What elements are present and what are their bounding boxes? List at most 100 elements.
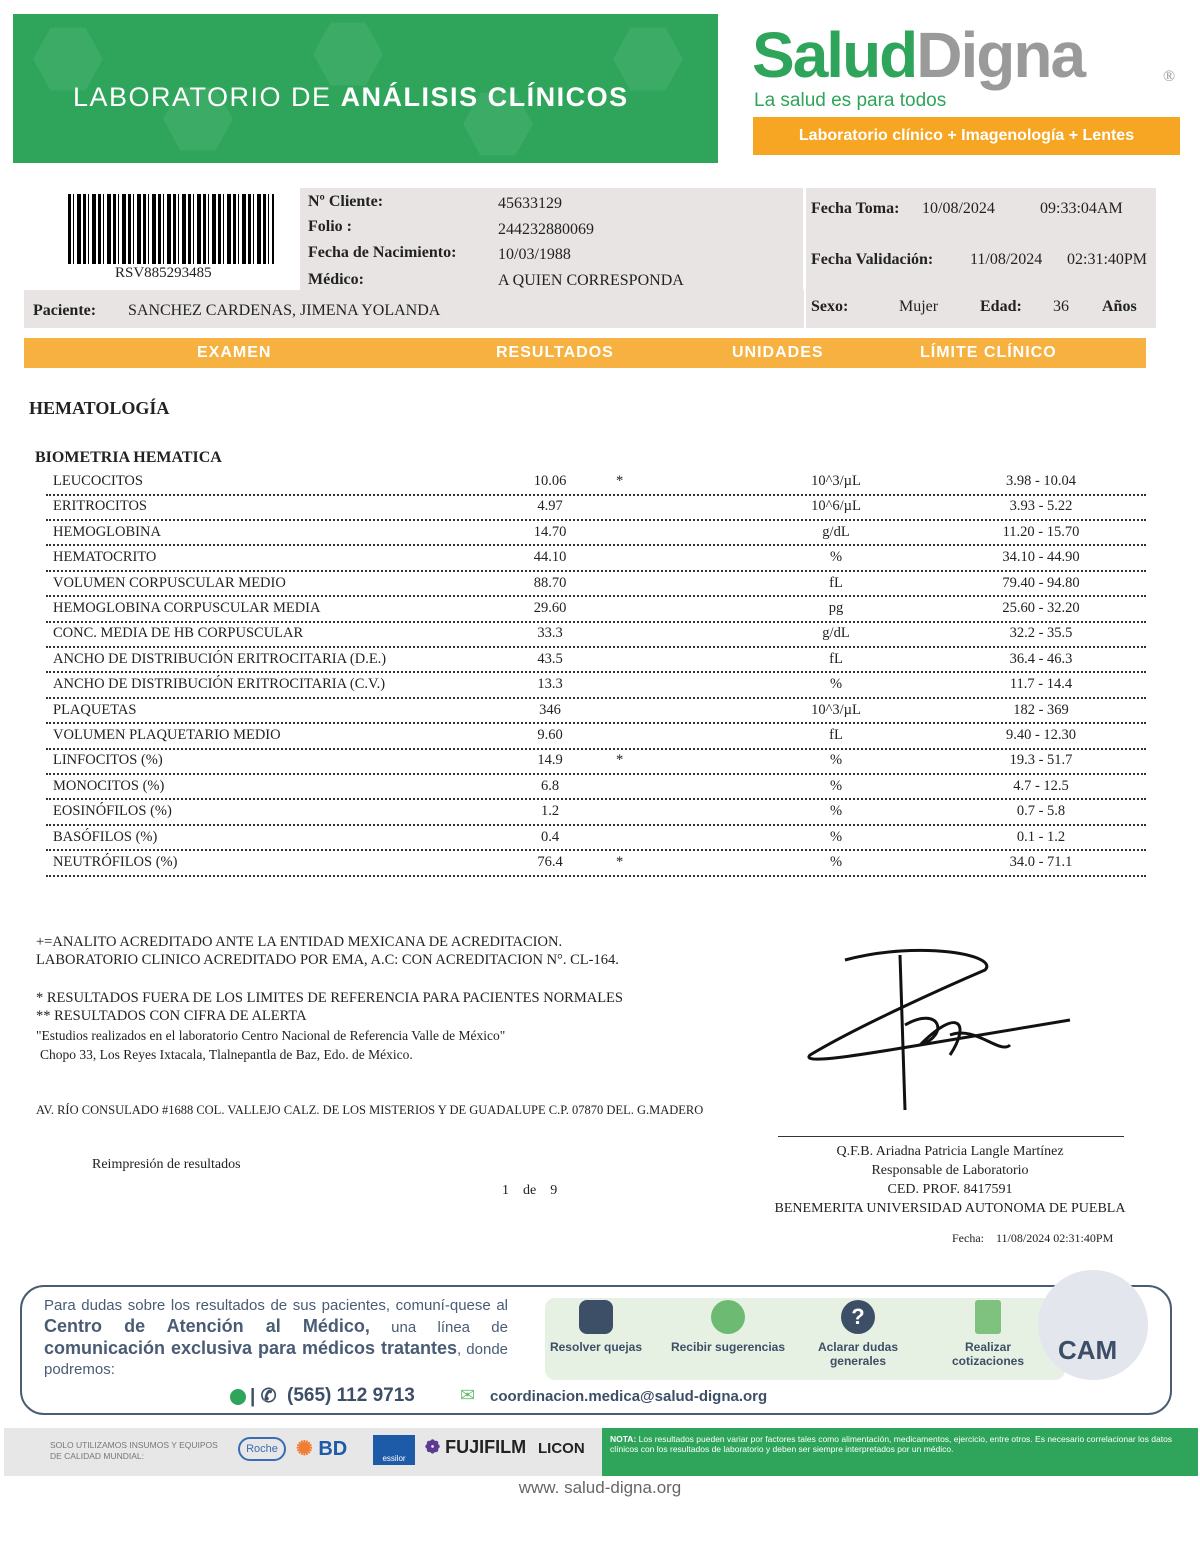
exam-name: EOSINÓFILOS (%): [53, 803, 172, 820]
unit: %: [829, 752, 843, 769]
table-row: EOSINÓFILOS (%) 1.2% 0.7 - 5.8: [46, 800, 1146, 826]
unit: %: [829, 549, 843, 566]
slogan: La salud es para todos: [754, 90, 947, 111]
exam-name: NEUTRÓFILOS (%): [53, 854, 178, 870]
results-header: EXAMEN RESULTADOS UNIDADES LÍMITE CLÍNIC…: [24, 338, 1146, 368]
cliente-value: 45633129: [498, 195, 562, 212]
note-ema: LABORATORIO CLINICO ACREDITADO POR EMA, …: [36, 952, 619, 968]
dates-panel: [806, 188, 1156, 328]
note-accredited: +=ANALITO ACREDITADO ANTE LA ENTIDAD MEX…: [36, 934, 563, 950]
unit: %: [829, 854, 843, 870]
exam-name: LINFOCITOS (%): [53, 752, 163, 769]
table-row: BASÓFILOS (%) 0.4% 0.1 - 1.2: [46, 826, 1146, 852]
phone-icon: | ✆: [250, 1386, 277, 1407]
col-limite: LÍMITE CLÍNICO: [920, 344, 1057, 361]
note-lab: "Estudios realizados en el laboratorio C…: [36, 1028, 506, 1043]
unit: 10^3/µL: [811, 473, 861, 489]
banner-title: LABORATORIO DE ANÁLISIS CLÍNICOS: [73, 82, 629, 112]
folio-value: 244232880069: [498, 221, 594, 238]
result-value: 9.60: [537, 727, 563, 743]
toma-date: 10/08/2024: [922, 200, 995, 217]
address: AV. RÍO CONSULADO #1688 COL. VALLEJO CAL…: [36, 1103, 704, 1117]
exam-name: ERITROCITOS: [53, 498, 147, 515]
signer-license: CED. PROF. 8417591: [887, 1182, 1013, 1197]
signature: [807, 948, 1071, 1111]
table-row: CONC. MEDIA DE HB CORPUSCULAR 33.3 g/dL 32.…: [46, 622, 1146, 648]
result-value: 6.8: [540, 777, 560, 794]
result-value: 29.60: [533, 600, 567, 616]
reference-range: 11.7 - 14.4: [1009, 676, 1073, 693]
fujifilm-logo: ❁ FUJIFILM: [425, 1437, 527, 1457]
reference-range: 25.60 - 32.20: [1002, 600, 1080, 616]
cam-text: Para dudas sobre los resultados de sus p…: [44, 1297, 509, 1378]
reference-range: 4.7 - 12.5: [1013, 777, 1069, 794]
result-value: 10.06: [533, 473, 567, 489]
table-row: LINFOCITOS (%) 14.9 *% 19.3 - 51.7: [46, 749, 1146, 775]
reference-range: 19.3 - 51.7: [1009, 752, 1073, 769]
cam-logo-circle: [1038, 1270, 1148, 1380]
table-row: PLAQUETAS 346 10^3/µL 182 - 369: [46, 699, 1146, 725]
unit: %: [829, 777, 843, 794]
invoice-icon: [975, 1300, 1001, 1334]
barcode-text: RSV885293485: [115, 265, 212, 281]
result-value: 88.70: [533, 574, 567, 591]
reference-range: 32.2 - 35.5: [1009, 625, 1073, 642]
cam-item-quejas: Resolver quejas: [536, 1300, 656, 1354]
age-value: 36: [1053, 298, 1069, 315]
exam-name: CONC. MEDIA DE HB CORPUSCULAR: [53, 625, 304, 642]
validation-time: 02:31:40PM: [1067, 251, 1148, 268]
signer-role: Responsable de Laboratorio: [871, 1163, 1029, 1178]
section-title: HEMATOLOGÍA: [29, 398, 170, 418]
signature-date: Fecha: 11/08/2024 02:31:40PM: [952, 1231, 1114, 1245]
col-resultados: RESULTADOS: [496, 344, 614, 361]
reference-range: 0.7 - 5.8: [1016, 803, 1066, 820]
out-of-range-flag: *: [616, 752, 624, 769]
toma-time: 09:33:04AM: [1040, 200, 1123, 217]
signer-block: Q.F.B. Ariadna Patricia Langle Martínez …: [740, 1142, 1160, 1218]
salud-digna-logo: SaludDigna: [752, 19, 1086, 91]
validation-label: Fecha Validación:: [811, 251, 934, 268]
exam-name: HEMOGLOBINA CORPUSCULAR MEDIA: [53, 600, 321, 616]
cam-item-cotizaciones: Realizar cotizaciones: [928, 1300, 1048, 1368]
table-row: VOLUMEN PLAQUETARIO MEDIO 9.60 fL 9.40 - 12…: [46, 724, 1146, 750]
whatsapp-icon: [230, 1389, 246, 1405]
unit: 10^6/µL: [811, 498, 861, 515]
exam-name: VOLUMEN CORPUSCULAR MEDIO: [53, 574, 286, 591]
result-value: 346: [539, 701, 561, 718]
reference-range: 34.10 - 44.90: [1002, 549, 1080, 566]
toma-label: Fecha Toma:: [811, 200, 900, 217]
reference-range: 79.40 - 94.80: [1002, 574, 1080, 591]
website-link[interactable]: www. salud-digna.org: [518, 1478, 682, 1497]
sex-label: Sexo:: [811, 298, 849, 315]
table-row: HEMATOCRITO 44.10% 34.10 - 44.90: [46, 546, 1146, 572]
table-row: HEMOGLOBINA CORPUSCULAR MEDIA 29.60 pg 25.6…: [46, 597, 1146, 623]
question-icon: ?: [841, 1300, 875, 1334]
lab-banner: LABORATORIO DE ANÁLISIS CLÍNICOS: [13, 14, 718, 163]
patient-name: SANCHEZ CARDENAS, JIMENA YOLANDA: [128, 302, 441, 319]
reference-range: 34.0 - 71.1: [1009, 854, 1073, 870]
result-value: 43.5: [537, 650, 563, 667]
reference-range: 0.1 - 1.2: [1016, 828, 1066, 845]
result-value: 13.3: [537, 676, 563, 693]
chat-alert-icon: [579, 1300, 613, 1334]
cam-banner: [20, 1285, 1172, 1415]
exam-name: VOLUMEN PLAQUETARIO MEDIO: [53, 727, 281, 743]
folio-label: Folio :: [308, 218, 352, 235]
reference-range: 3.93 - 5.22: [1009, 498, 1073, 515]
exam-name: BASÓFILOS (%): [53, 828, 158, 845]
result-value: 4.97: [537, 498, 563, 515]
cam-email: coordinacion.medica@salud-digna.org: [490, 1388, 768, 1405]
table-row: VOLUMEN CORPUSCULAR MEDIO 88.70 fL 79.40 - …: [46, 572, 1146, 598]
unit: fL: [829, 574, 843, 591]
reference-range: 3.98 - 10.04: [1005, 473, 1077, 489]
cam-logo: CAM: [1058, 1335, 1118, 1365]
cam-phone: (565) 112 9713: [287, 1385, 415, 1406]
doctor-label: Médico:: [308, 271, 364, 288]
barcode: [68, 194, 274, 264]
out-of-range-flag: *: [616, 854, 624, 870]
reference-range: 36.4 - 46.3: [1009, 650, 1073, 667]
nota-box: NOTA: Los resultados pueden variar por f…: [602, 1428, 1198, 1476]
patient-name-panel: [24, 290, 804, 328]
table-row: HEMOGLOBINA 14.70 g/dL 11.20 - 15.70: [46, 521, 1146, 547]
exam-name: LEUCOCITOS: [53, 473, 143, 489]
